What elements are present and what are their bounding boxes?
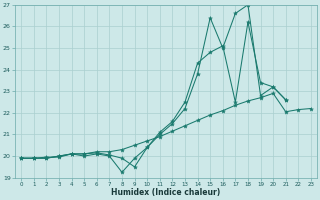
X-axis label: Humidex (Indice chaleur): Humidex (Indice chaleur)	[111, 188, 221, 197]
